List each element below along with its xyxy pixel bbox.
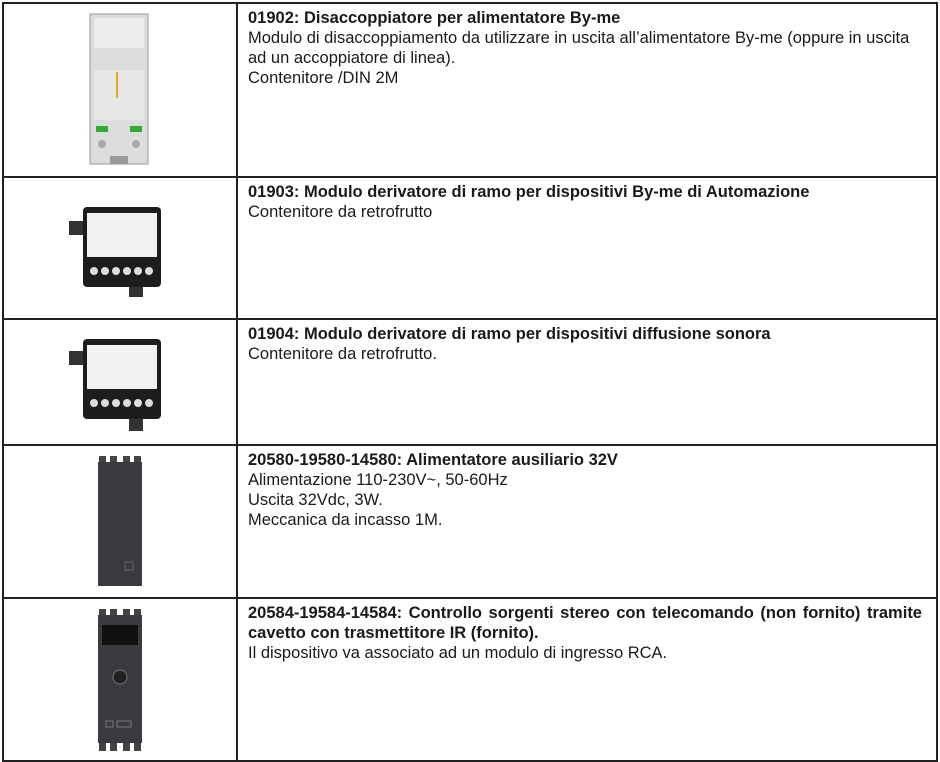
image-cell [2,444,238,599]
product-title: 01904: Modulo derivatore di ramo per dis… [248,325,771,343]
row: 01903: Modulo derivatore di ramo per dis… [2,176,938,320]
product-image [89,13,149,165]
text-cell: 20580-19580-14580: Alimentatore ausiliar… [236,444,938,599]
lines: Modulo di disaccoppiamento da utilizzare… [248,28,922,88]
description-line: Il dispositivo va associato ad un modulo… [248,644,668,662]
product-image [98,455,142,586]
product-title: 01903: Modulo derivatore di ramo per dis… [248,183,810,201]
description-line: Contenitore da retrofrutto [248,203,433,221]
image-cell [2,318,238,446]
product-title: 20584-19584-14584: Controllo sorgenti st… [248,604,922,642]
lines: Contenitore da retrofrutto [248,202,922,222]
row: 01904: Modulo derivatore di ramo per dis… [2,318,938,446]
description-line: Uscita 32Vdc, 3W. [248,491,383,509]
lines: Alimentazione 110-230V~, 50-60Hz Uscita 3… [248,470,922,530]
text-cell: 01903: Modulo derivatore di ramo per dis… [236,176,938,320]
description-line: Contenitore /DIN 2M [248,69,399,87]
description-line: Modulo di disaccoppiamento da utilizzare… [248,29,910,67]
text-cell: 20584-19584-14584: Controllo sorgenti st… [236,597,938,762]
product-title: 01902: Disaccoppiatore per alimentatore … [248,9,621,27]
image-cell [2,597,238,762]
row: 20580-19580-14580: Alimentatore ausiliar… [2,444,938,599]
product-image [98,608,142,751]
text-cell: 01904: Modulo derivatore di ramo per dis… [236,318,938,446]
image-cell [2,176,238,320]
row: 20584-19584-14584: Controllo sorgenti st… [2,597,938,762]
product-title: 20580-19580-14580: Alimentatore ausiliar… [248,451,618,469]
description-line: Meccanica da incasso 1M. [248,511,443,529]
description-line: Contenitore da retrofrutto. [248,345,437,363]
description-line: Alimentazione 110-230V~, 50-60Hz [248,471,508,489]
lines: Il dispositivo va associato ad un modulo… [248,643,922,663]
row: 01902: Disaccoppiatore per alimentatore … [2,2,938,178]
product-image [69,207,161,297]
text-cell: 01902: Disaccoppiatore per alimentatore … [236,2,938,178]
product-image [69,339,161,431]
image-cell [2,2,238,178]
lines: Contenitore da retrofrutto. [248,344,922,364]
